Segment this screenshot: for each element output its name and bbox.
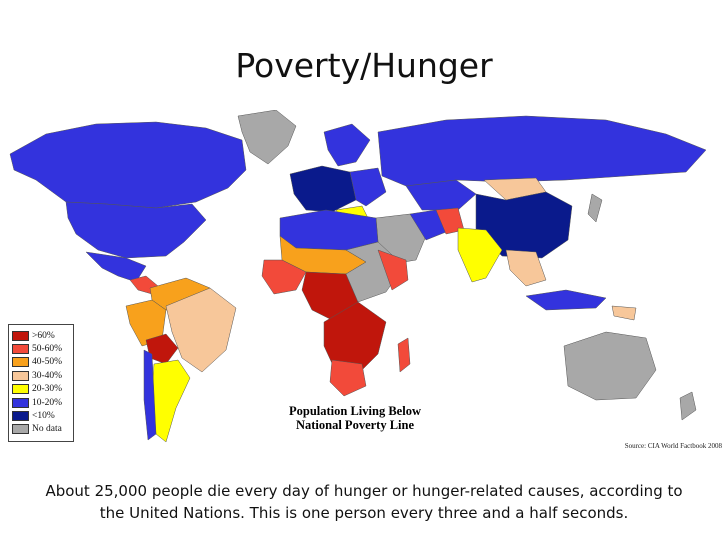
region-indonesia (525, 289, 607, 311)
legend-item: 20-30% (12, 383, 70, 396)
legend-label: 40-50% (32, 357, 63, 368)
region-eastern-europe (349, 167, 387, 207)
region-scandinavia (323, 123, 371, 167)
legend-item: <10% (12, 409, 70, 422)
slide-caption: About 25,000 people die every day of hun… (0, 480, 728, 524)
region-south-africa (329, 359, 367, 397)
caption-line-1: About 25,000 people die every day of hun… (45, 482, 683, 500)
slide-title: Poverty/Hunger (235, 46, 493, 85)
caption-line-2: the United Nations. This is one person e… (99, 504, 629, 522)
region-brazil (165, 287, 237, 373)
legend-label: 10-20% (32, 397, 63, 408)
legend-item: 30-40% (12, 369, 70, 382)
region-southeast-asia (505, 249, 547, 287)
legend-swatch (12, 411, 29, 422)
map-title: Population Living Below National Poverty… (250, 404, 460, 432)
legend-label: No data (32, 424, 62, 435)
region-new-zealand (679, 391, 697, 421)
region-greenland (237, 110, 297, 165)
map-source: Source: CIA World Factbook 2008 (624, 442, 722, 450)
world-map (6, 110, 722, 466)
legend-label: 20-30% (32, 384, 63, 395)
legend-swatch (12, 424, 29, 435)
region-west-africa (261, 259, 307, 295)
map-title-line1: Population Living Below (289, 404, 421, 418)
region-north-africa (279, 209, 379, 251)
region-japan (587, 193, 603, 223)
world-map-svg (9, 110, 707, 443)
legend-label: <10% (32, 411, 55, 422)
legend-item: 40-50% (12, 356, 70, 369)
map-title-line2: National Poverty Line (295, 418, 415, 432)
region-papua (611, 305, 637, 321)
region-horn-of-africa (377, 249, 409, 291)
region-chile (143, 349, 157, 441)
region-india (457, 227, 503, 283)
region-usa (65, 201, 207, 259)
legend-item: No data (12, 423, 70, 436)
region-southern-africa (323, 301, 387, 377)
region-argentina (151, 359, 191, 443)
legend-swatch (12, 370, 29, 381)
legend-swatch (12, 357, 29, 368)
region-kazakhstan (405, 179, 477, 211)
legend-item: >60% (12, 329, 70, 342)
legend-swatch (12, 384, 29, 395)
legend-label: 50-60% (32, 344, 63, 355)
legend-swatch (12, 344, 29, 355)
legend-item: 50-60% (12, 342, 70, 355)
legend-label: 30-40% (32, 370, 63, 381)
region-australia (563, 331, 657, 401)
region-canada (9, 121, 247, 209)
legend-swatch (12, 397, 29, 408)
legend-label: >60% (32, 330, 55, 341)
legend-item: 10-20% (12, 396, 70, 409)
region-russia (377, 115, 707, 187)
region-madagascar (397, 337, 411, 373)
region-western-europe (289, 165, 357, 213)
legend-swatch (12, 330, 29, 341)
map-legend: >60% 50-60% 40-50% 30-40% 20-30% 10-20% … (8, 324, 74, 442)
